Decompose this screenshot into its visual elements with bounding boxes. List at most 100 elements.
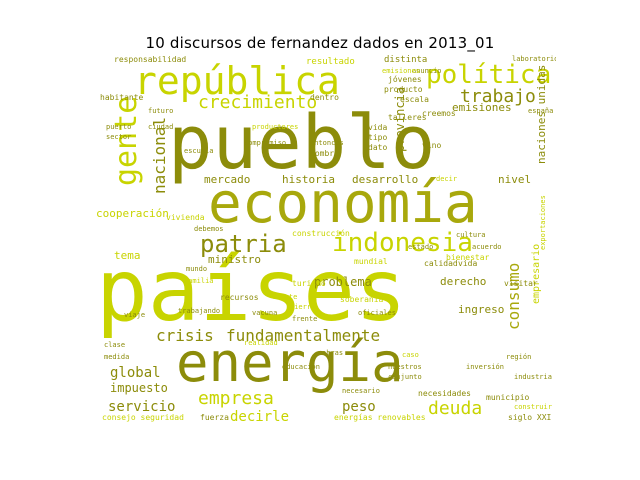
word-cloud-word: construcción <box>292 229 350 238</box>
word-cloud-word: global <box>110 365 161 381</box>
word-cloud-word: turismo <box>292 279 326 288</box>
word-cloud-word: municipio <box>486 393 530 402</box>
word-cloud-word: países <box>96 241 407 341</box>
word-cloud-word: distinta <box>384 55 428 65</box>
word-cloud-word: pueblo <box>168 100 436 186</box>
word-cloud-word: calidad <box>424 259 458 268</box>
word-cloud-word: cultura <box>456 231 486 239</box>
word-cloud-word: necesidades <box>418 389 471 398</box>
word-cloud-word: crisis <box>156 326 214 345</box>
word-cloud-word: vivienda <box>166 213 205 222</box>
word-cloud-word: energías renovables <box>334 413 426 422</box>
word-cloud-word: energía <box>176 331 404 394</box>
word-cloud-word: producto <box>384 85 423 94</box>
word-cloud-word: responsabilidad <box>114 55 187 64</box>
word-cloud-word: familia <box>184 277 214 285</box>
word-cloud-word: trabajando <box>178 307 221 315</box>
word-cloud-word: recursos <box>220 293 259 302</box>
word-cloud-word: necesario <box>342 387 380 395</box>
word-cloud-word: mundial <box>354 257 388 266</box>
word-cloud-word: industria <box>514 373 552 381</box>
word-cloud-word: problema <box>314 275 372 289</box>
word-cloud-word: bienestar <box>446 253 490 262</box>
word-cloud-word: exportaciones <box>539 195 547 250</box>
word-cloud-word: ciudad <box>148 123 174 131</box>
word-cloud-word: siglo XXI <box>508 413 552 422</box>
word-cloud-word: consejo seguridad <box>102 413 184 422</box>
word-cloud-word: deuda <box>428 398 483 419</box>
word-cloud-word: fuerza <box>200 413 229 422</box>
word-cloud-word: nombre <box>310 149 339 158</box>
word-cloud-word: vino <box>422 141 442 150</box>
word-cloud-word: desarrollo <box>352 173 419 186</box>
word-cloud-word: vida <box>458 259 478 268</box>
word-cloud: pueblo países economía energía república… <box>96 54 556 424</box>
word-cloud-word: obras <box>322 349 344 357</box>
word-cloud-word: estado <box>408 243 434 251</box>
word-cloud-word: fuerte <box>272 293 298 301</box>
word-cloud-word: creemos <box>422 109 456 118</box>
word-cloud-word: productores <box>252 123 299 131</box>
word-cloud-word: historia <box>282 173 335 186</box>
word-cloud-word: política <box>426 60 552 90</box>
word-cloud-word: medida <box>104 353 130 361</box>
word-cloud-word: soberanía <box>340 295 384 304</box>
word-cloud-word: tema <box>114 249 141 262</box>
word-cloud-word: derecho <box>440 275 487 288</box>
word-cloud-word: escala <box>400 95 429 104</box>
word-cloud-word: ministro <box>208 253 261 266</box>
word-cloud-word: construir <box>514 403 552 411</box>
word-cloud-word: educación <box>282 363 320 371</box>
word-cloud-word: impuesto <box>110 381 168 395</box>
word-cloud-word: república <box>134 59 340 103</box>
word-cloud-word: visitar <box>504 279 538 288</box>
word-cloud-word: decirle <box>230 409 290 424</box>
word-cloud-word: crecimiento <box>198 92 318 113</box>
word-cloud-word: economía <box>208 171 478 236</box>
word-cloud-word: caso <box>402 351 419 359</box>
word-cloud-word: mercado <box>204 173 251 186</box>
word-cloud-word: jóvenes <box>388 75 422 84</box>
word-cloud-word: sector <box>106 133 132 141</box>
word-cloud-word: entonces <box>310 139 344 147</box>
word-cloud-word: habitante <box>100 93 144 102</box>
word-cloud-word: vida <box>368 123 388 132</box>
word-cloud-word: realidad <box>244 339 278 347</box>
word-cloud-word: ingreso <box>458 303 505 316</box>
word-cloud-word: escuela <box>184 147 214 155</box>
word-cloud-word: acuerdo <box>472 243 502 251</box>
word-cloud-word: empresario <box>531 243 542 304</box>
word-cloud-word: oficiales <box>358 309 396 317</box>
word-cloud-word: conjunto <box>388 373 422 381</box>
word-cloud-word: laboratorio <box>512 55 556 63</box>
word-cloud-word: emisiones <box>452 101 512 114</box>
word-cloud-word: decir <box>436 175 458 183</box>
chart-title: 10 discursos de fernandez dados en 2013_… <box>145 34 495 52</box>
word-cloud-word: dato <box>368 143 388 152</box>
word-cloud-word: frente <box>292 315 318 323</box>
word-cloud-word: talleres <box>388 113 427 122</box>
word-cloud-word: trabajo <box>460 86 536 107</box>
word-cloud-word: vacuna <box>252 309 278 317</box>
word-cloud-word: puerto <box>106 123 132 131</box>
word-cloud-word: anuncio <box>412 67 442 75</box>
word-cloud-word: tierra <box>290 303 316 311</box>
word-cloud-word: viaje <box>124 311 146 319</box>
word-cloud-word: emisiones <box>382 67 420 75</box>
word-cloud-word: fundamentalmente <box>226 326 381 345</box>
word-cloud-word: empresa <box>198 388 274 409</box>
word-cloud-word: patria <box>200 230 287 258</box>
word-cloud-word: compromiso <box>244 139 287 147</box>
word-cloud-word: inversión <box>466 363 504 371</box>
word-cloud-word: indonesia <box>332 228 473 258</box>
word-cloud-word: nivel <box>498 173 532 186</box>
word-cloud-word: nuestros <box>388 363 422 371</box>
word-cloud-word: futuro <box>148 107 174 115</box>
word-cloud-word: dentro <box>310 93 339 102</box>
word-cloud-word: servicio <box>108 399 176 415</box>
word-cloud-word: resultado <box>306 57 355 67</box>
word-cloud-word: cooperación <box>96 207 169 220</box>
word-cloud-word: debemos <box>194 225 224 233</box>
word-cloud-word: región <box>506 353 532 361</box>
word-cloud-word: mundo <box>186 265 208 273</box>
